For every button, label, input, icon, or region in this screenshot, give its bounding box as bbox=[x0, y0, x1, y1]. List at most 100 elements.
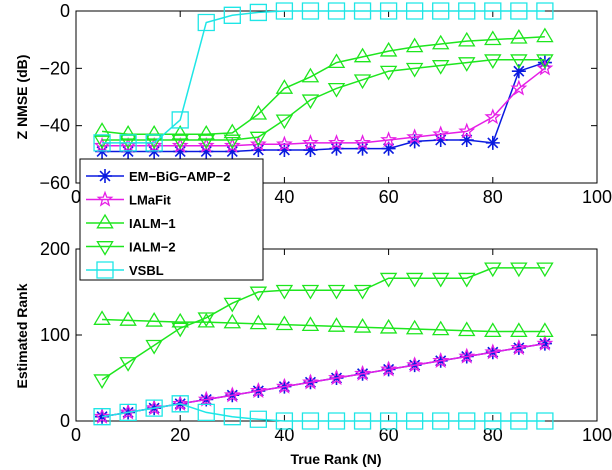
nmse-point-vsbl bbox=[145, 134, 163, 152]
nmse-point-ialm-1 bbox=[484, 30, 502, 46]
legend-marker-ialm-1 bbox=[96, 213, 114, 229]
nmse-point-lmafit bbox=[354, 134, 371, 151]
rank-x-tick-label: 40 bbox=[274, 425, 294, 445]
nmse-point-ialm-1 bbox=[275, 79, 294, 94]
rank-point-ialm-1 bbox=[145, 311, 163, 327]
rank-y-tick-label: 0 bbox=[60, 411, 70, 431]
legend-item-ialm-1: IALM−1 bbox=[86, 213, 176, 231]
nmse-point-vsbl bbox=[406, 2, 424, 20]
nmse-y-tick-label: −40 bbox=[39, 116, 70, 136]
nmse-point-ialm-2 bbox=[536, 54, 554, 70]
rank-point-lmafit bbox=[302, 373, 319, 390]
legend-item-ialm-2: IALM−2 bbox=[86, 240, 176, 256]
nmse-point-lmafit bbox=[510, 79, 528, 96]
nmse-series-vsbl bbox=[93, 2, 554, 152]
nmse-point-ialm-1 bbox=[171, 124, 189, 140]
legend-label-vsbl: VSBL bbox=[129, 263, 164, 278]
rank-point-lmafit bbox=[93, 407, 111, 424]
rank-point-lmafit bbox=[432, 351, 450, 368]
nmse-point-ialm-2 bbox=[197, 134, 215, 150]
rank-x-tick-label: 60 bbox=[379, 425, 399, 445]
rank-point-lmafit bbox=[223, 386, 241, 403]
nmse-point-ialm-2 bbox=[275, 114, 294, 130]
nmse-point-em-big-amp-2 bbox=[199, 144, 214, 159]
rank-point-ialm-2 bbox=[145, 339, 163, 355]
rank-point-vsbl bbox=[510, 412, 528, 430]
rank-point-ialm-2 bbox=[379, 272, 398, 288]
rank-point-ialm-1 bbox=[405, 319, 424, 335]
rank-point-ialm-1 bbox=[223, 313, 242, 329]
nmse-point-ialm-1 bbox=[327, 53, 346, 69]
nmse-point-vsbl bbox=[249, 3, 267, 22]
rank-point-ialm-2 bbox=[458, 272, 476, 288]
nmse-point-lmafit bbox=[275, 135, 293, 152]
nmse-point-vsbl bbox=[93, 134, 111, 152]
nmse-point-vsbl bbox=[484, 2, 502, 20]
nmse-x-tick-label: 80 bbox=[483, 187, 503, 207]
nmse-point-em-big-amp-2 bbox=[329, 141, 344, 156]
nmse-point-ialm-1 bbox=[458, 31, 476, 47]
legend-label-lmafit: LMaFit bbox=[129, 193, 172, 208]
nmse-point-lmafit bbox=[432, 125, 450, 142]
nmse-point-ialm-1 bbox=[249, 104, 268, 120]
rank-point-lmafit bbox=[145, 399, 163, 416]
rank-point-lmafit bbox=[510, 339, 528, 356]
rank-point-ialm-2 bbox=[301, 284, 320, 300]
legend-label-ialm-1: IALM−1 bbox=[129, 216, 176, 231]
nmse-point-ialm-2 bbox=[249, 131, 268, 147]
rank-plot-y-axis-label: Estimated Rank bbox=[14, 283, 30, 388]
nmse-point-ialm-1 bbox=[93, 122, 111, 137]
nmse-point-lmafit bbox=[406, 128, 424, 145]
legend-marker-lmafit bbox=[96, 190, 114, 207]
rank-x-tick-label: 100 bbox=[582, 425, 612, 445]
nmse-series-ialm-1 bbox=[93, 27, 554, 140]
rank-point-vsbl bbox=[353, 412, 372, 430]
legend: EM−BiG−AMP−2 LMaFit IALM−1 IALM−2 VSBL bbox=[79, 158, 264, 281]
nmse-point-lmafit bbox=[536, 59, 554, 76]
rank-point-vsbl bbox=[93, 408, 111, 426]
rank-point-lmafit bbox=[197, 390, 215, 407]
rank-point-lmafit bbox=[119, 403, 137, 420]
nmse-point-em-big-amp-2 bbox=[485, 135, 500, 150]
nmse-point-ialm-1 bbox=[431, 34, 450, 50]
nmse-y-tick-label: 0 bbox=[60, 1, 70, 21]
rank-point-ialm-1 bbox=[536, 322, 554, 338]
nmse-point-vsbl bbox=[327, 2, 346, 20]
rank-series-ialm-2 bbox=[93, 262, 554, 389]
nmse-point-ialm-1 bbox=[379, 41, 398, 57]
nmse-point-vsbl bbox=[510, 2, 528, 20]
legend-box bbox=[79, 158, 264, 281]
nmse-point-em-big-amp-2 bbox=[355, 141, 370, 156]
rank-point-vsbl bbox=[484, 412, 502, 430]
rank-point-vsbl bbox=[223, 408, 241, 426]
rank-y-tick-label: 200 bbox=[40, 239, 70, 259]
nmse-point-lmafit bbox=[380, 131, 398, 148]
rank-point-ialm-2 bbox=[484, 262, 502, 278]
nmse-point-ialm-1 bbox=[119, 124, 137, 140]
nmse-point-ialm-1 bbox=[197, 124, 215, 140]
nmse-point-em-big-amp-2 bbox=[277, 143, 292, 158]
rank-x-tick-label: 20 bbox=[170, 425, 190, 445]
rank-point-vsbl bbox=[406, 412, 424, 430]
rank-line-vsbl bbox=[101, 403, 545, 422]
nmse-point-ialm-2 bbox=[171, 134, 189, 150]
nmse-plot-y-axis-label: Z NMSE (dB) bbox=[14, 55, 30, 140]
rank-series-vsbl bbox=[93, 395, 554, 430]
rank-point-lmafit bbox=[249, 382, 267, 399]
rank-point-vsbl bbox=[432, 412, 450, 430]
rank-point-ialm-1 bbox=[327, 317, 346, 332]
rank-point-lmafit bbox=[458, 347, 476, 364]
nmse-point-em-big-amp-2 bbox=[459, 133, 474, 147]
rank-point-vsbl bbox=[275, 412, 294, 430]
nmse-x-tick-label: 60 bbox=[379, 187, 399, 207]
nmse-y-tick-label: −60 bbox=[39, 173, 70, 193]
nmse-point-vsbl bbox=[171, 111, 189, 129]
rank-point-ialm-1 bbox=[93, 310, 111, 325]
nmse-point-vsbl bbox=[432, 2, 450, 20]
rank-point-ialm-1 bbox=[275, 315, 294, 331]
rank-point-ialm-2 bbox=[197, 312, 215, 328]
nmse-point-lmafit bbox=[249, 135, 267, 152]
nmse-point-ialm-2 bbox=[405, 62, 424, 78]
nmse-point-vsbl bbox=[301, 2, 320, 20]
